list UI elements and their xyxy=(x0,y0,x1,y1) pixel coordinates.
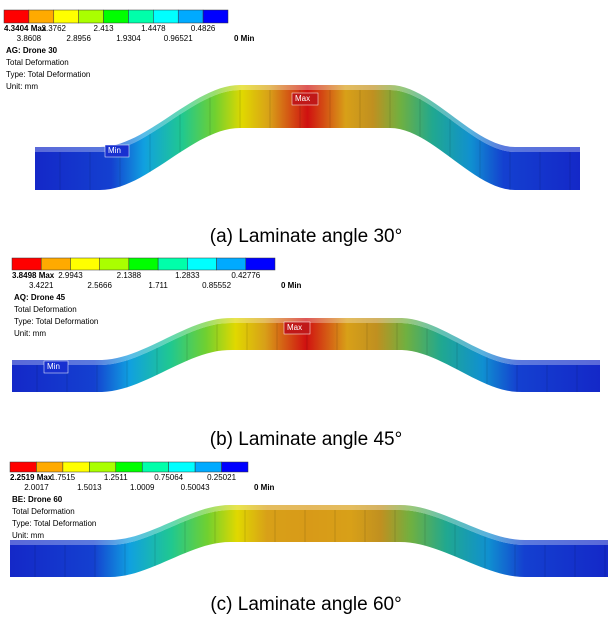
legend-value: 0.85552 xyxy=(202,281,231,290)
legend-value: 0 Min xyxy=(254,483,275,492)
legend-swatch xyxy=(153,9,179,24)
legend-value: 3.3762 xyxy=(42,24,67,33)
shape-top-face xyxy=(10,505,608,545)
min-tag xyxy=(43,360,69,374)
legend-swatch xyxy=(141,461,169,473)
info-line: Unit: mm xyxy=(14,329,46,338)
legend-swatch xyxy=(187,257,217,271)
legend-swatch xyxy=(177,9,204,24)
legend-swatch xyxy=(36,461,64,473)
info-line: Total Deformation xyxy=(14,305,77,314)
legend-value: 2.0017 xyxy=(24,483,49,492)
legend-value: 3.8608 xyxy=(17,34,42,43)
legend-swatch xyxy=(99,257,130,271)
legend-value: 3.4221 xyxy=(29,281,54,290)
legend-swatch xyxy=(103,9,129,24)
info-line: Type: Total Deformation xyxy=(6,70,90,79)
legend-swatch xyxy=(128,257,159,271)
info-line: Total Deformation xyxy=(6,58,69,67)
info-line: Total Deformation xyxy=(12,507,75,516)
legend-value: 1.5013 xyxy=(77,483,102,492)
legend-swatch xyxy=(168,461,196,473)
legend-value: 0.50043 xyxy=(181,483,210,492)
legend-swatch xyxy=(245,257,276,271)
legend-value: 0.96521 xyxy=(164,34,193,43)
min-label: Min xyxy=(108,146,121,155)
legend-swatch xyxy=(128,9,154,24)
legend-value: 1.2511 xyxy=(104,473,128,482)
info-line: Type: Total Deformation xyxy=(12,519,96,528)
legend-value: 0 Min xyxy=(234,34,255,43)
legend-swatch xyxy=(194,461,222,473)
analysis-name: BE: Drone 60 xyxy=(12,495,63,504)
info-line: Type: Total Deformation xyxy=(14,317,98,326)
legend-swatch xyxy=(216,257,247,271)
legend-value: 4.3404 Max xyxy=(4,24,47,33)
legend-value: 2.5666 xyxy=(87,281,112,290)
analysis-name: AQ: Drone 45 xyxy=(14,293,66,302)
min-tag xyxy=(104,144,130,158)
legend-value: 1.9304 xyxy=(116,34,141,43)
legend-swatch xyxy=(40,257,71,271)
max-label: Max xyxy=(295,94,310,103)
legend-swatch xyxy=(28,9,55,24)
legend-swatch xyxy=(78,9,104,24)
legend-value: 2.8956 xyxy=(66,34,91,43)
legend-value: 3.8498 Max xyxy=(12,271,55,280)
legend-swatch xyxy=(115,461,143,473)
legend-value: 2.9943 xyxy=(58,271,83,280)
caption: (c) Laminate angle 60° xyxy=(210,594,401,615)
legend-value: 1.711 xyxy=(148,281,168,290)
legend-swatch xyxy=(221,461,249,473)
analysis-name: AG: Drone 30 xyxy=(6,46,58,55)
max-tag xyxy=(283,321,311,335)
panel: 3.8498 Max 2.9943 2.1388 1.2833 0.42776 3.422… xyxy=(11,257,600,450)
max-tag xyxy=(291,92,319,106)
deformed-shape xyxy=(35,90,580,190)
legend-swatch xyxy=(62,461,90,473)
legend-swatch xyxy=(3,9,30,24)
legend-value: 1.2833 xyxy=(175,271,200,280)
max-label: Max xyxy=(287,323,302,332)
legend-swatch xyxy=(202,9,229,24)
info-line: Unit: mm xyxy=(6,82,38,91)
legend-swatch xyxy=(157,257,188,271)
info-line: Unit: mm xyxy=(12,531,44,540)
legend-value: 1.7515 xyxy=(51,473,76,482)
caption: (a) Laminate angle 30° xyxy=(210,226,402,247)
legend-value: 1.0009 xyxy=(130,483,155,492)
legend-value: 0.25021 xyxy=(207,473,236,482)
legend-value: 0.42776 xyxy=(231,271,260,280)
legend-value: 0.4826 xyxy=(191,24,216,33)
legend-swatch xyxy=(53,9,79,24)
caption: (b) Laminate angle 45° xyxy=(210,429,402,450)
deformed-shape xyxy=(12,323,600,392)
legend-swatch xyxy=(70,257,100,271)
legend-value: 2.2519 Max xyxy=(10,473,53,482)
legend-swatch xyxy=(11,257,42,271)
min-label: Min xyxy=(47,362,60,371)
legend-value: 1.4478 xyxy=(141,24,166,33)
legend-value: 0.75064 xyxy=(154,473,183,482)
deformed-shape xyxy=(10,510,608,577)
legend-value: 2.413 xyxy=(94,24,115,33)
legend-value: 2.1388 xyxy=(117,271,142,280)
shape-top-face xyxy=(12,318,600,365)
legend-value: 0 Min xyxy=(281,281,302,290)
legend-swatch xyxy=(9,461,37,473)
legend-swatch xyxy=(89,461,117,473)
